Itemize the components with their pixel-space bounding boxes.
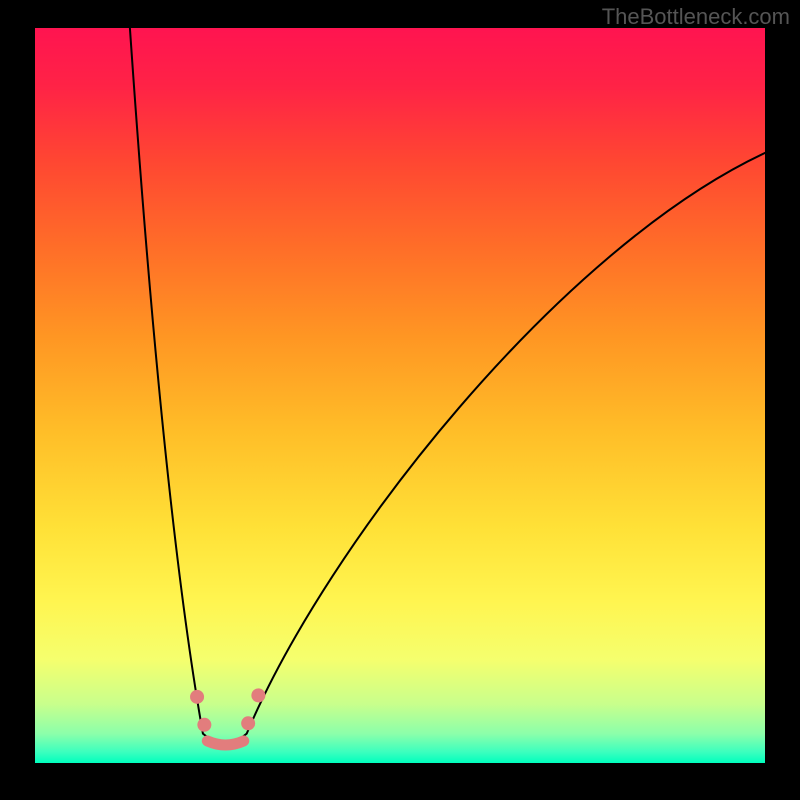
plot-gradient-background [35,28,765,763]
watermark-text: TheBottleneck.com [602,4,790,30]
valley-cap [207,741,244,745]
valley-marker-dot [197,718,211,732]
valley-marker-dot [251,688,265,702]
chart-svg [0,0,800,800]
valley-marker-dot [241,716,255,730]
valley-marker-dot [190,690,204,704]
chart-root: TheBottleneck.com [0,0,800,800]
